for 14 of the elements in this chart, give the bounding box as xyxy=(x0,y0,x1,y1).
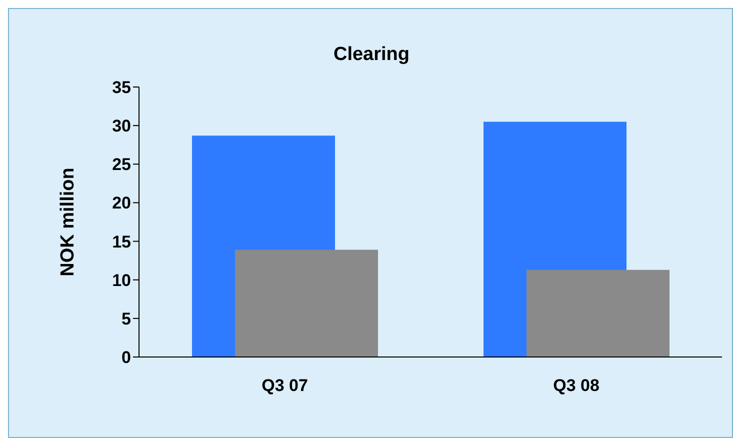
y-tick-label: 35 xyxy=(112,78,131,98)
x-tick-label: Q3 07 xyxy=(262,376,308,396)
y-axis-title: NOK million xyxy=(58,168,79,276)
y-tick-label: 15 xyxy=(112,232,131,252)
chart-title: Clearing xyxy=(332,44,411,66)
x-tick-label: Q3 08 xyxy=(553,376,600,396)
y-tick-label: 25 xyxy=(112,155,131,174)
y-tick-label: 10 xyxy=(112,270,131,290)
y-tick-label: 5 xyxy=(122,309,131,328)
y-tick-label: 30 xyxy=(112,116,131,136)
bar xyxy=(526,270,670,357)
bar xyxy=(235,250,378,357)
y-tick-label: 0 xyxy=(122,348,131,368)
y-tick-label: 20 xyxy=(112,194,131,213)
